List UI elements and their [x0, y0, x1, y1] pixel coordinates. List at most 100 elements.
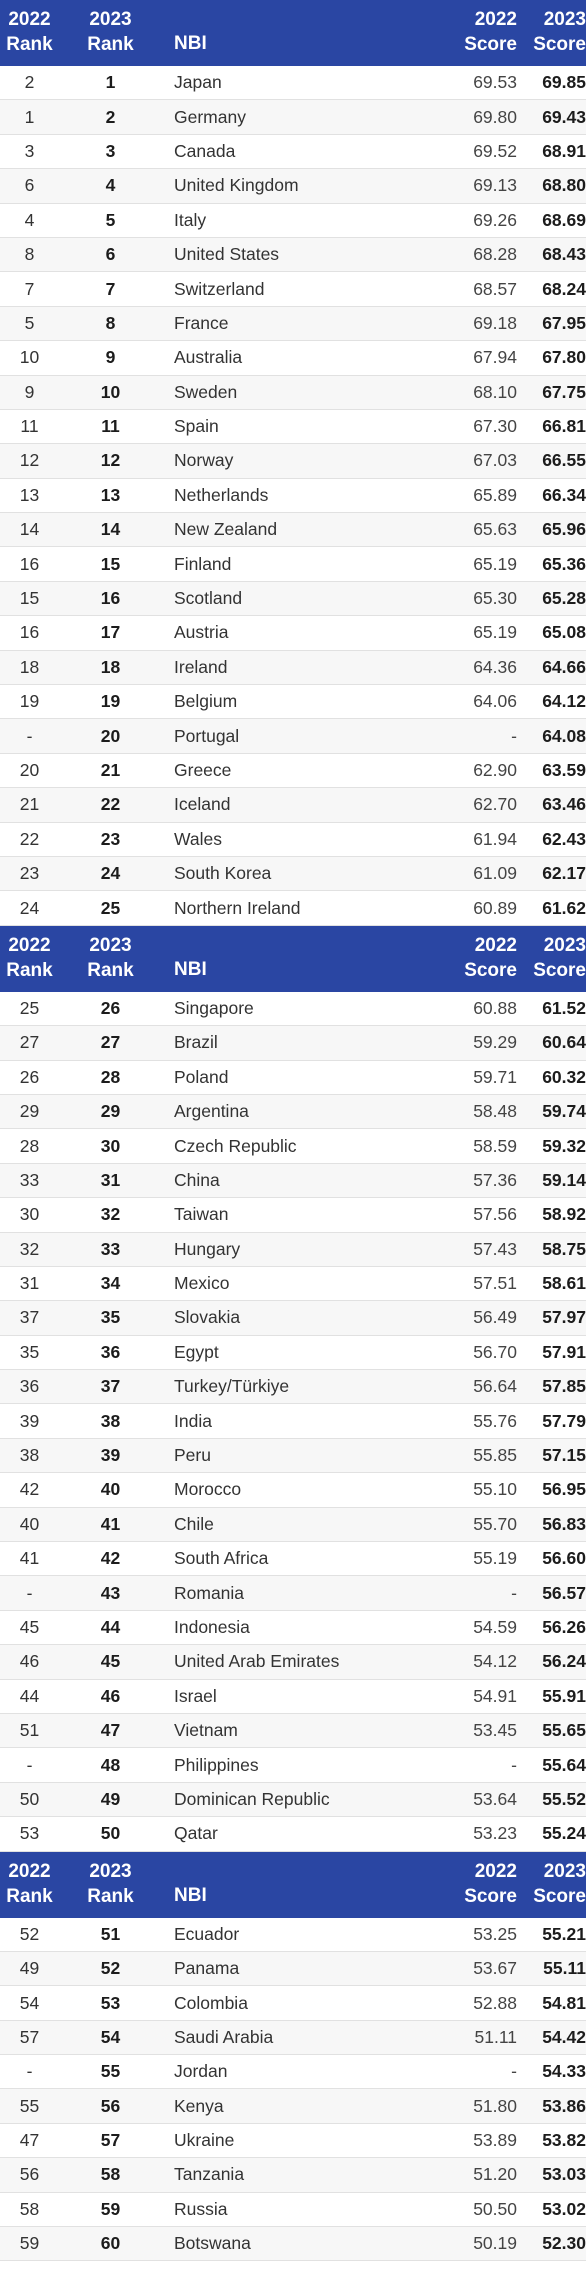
score-2022-cell: 62.70 [473, 794, 517, 815]
score-2022-cell: 51.11 [474, 2026, 518, 2047]
nation-name-cell: Hungary [174, 1238, 241, 1259]
rank-2023-cell: 48 [100, 1754, 121, 1775]
header-nbi-text: NBI [174, 1884, 207, 1906]
table-row: 52 51 Ecuador 53.25 55.21 [0, 1918, 586, 1952]
nation-name-cell: Ukraine [174, 2130, 235, 2151]
score-2023-cell: 59.74 [542, 1101, 586, 1122]
rank-2022-cell: 37 [19, 1307, 40, 1328]
rank-2022-cell: 36 [19, 1376, 40, 1397]
score-2022-cell: 67.03 [473, 450, 517, 471]
score-2023-cell: 54.81 [542, 1992, 586, 2013]
nation-name-cell: South Korea [174, 863, 272, 884]
rank-2023-cell: 16 [100, 588, 121, 609]
score-2022-cell: 58.59 [473, 1135, 517, 1156]
table-body: 2 1 Japan 69.53 69.85 1 2 Germany 69.80 69.43 3 3 Ca… [0, 66, 586, 926]
rank-2022-cell: 35 [19, 1341, 40, 1362]
table-row: 27 27 Brazil 59.29 60.64 [0, 1026, 586, 1061]
score-2022-cell: 54.12 [473, 1651, 517, 1672]
table-row: 6 4 United Kingdom 69.13 68.80 [0, 169, 586, 204]
nation-name-cell: Saudi Arabia [174, 2026, 274, 2047]
table-header: 2022 Rank 2023 Rank NBI 2022 Score 2023 Score [0, 0, 586, 66]
header-2023-rank-text: 2023 [89, 934, 132, 956]
nation-name-cell: Mexico [174, 1273, 230, 1294]
score-2023-cell: 69.85 [542, 72, 586, 93]
nation-name-cell: Colombia [174, 1992, 248, 2013]
nation-name-cell: Singapore [174, 997, 254, 1018]
rank-2022-cell: 20 [19, 760, 40, 780]
score-2022-cell: 55.76 [473, 1410, 517, 1431]
score-2023-cell: 63.59 [542, 760, 586, 780]
score-2022-cell: 60.88 [473, 997, 517, 1018]
table-row: 15 16 Scotland 65.30 65.28 [0, 581, 586, 617]
rank-2022-cell: 22 [19, 828, 40, 849]
nation-name-cell: Switzerland [174, 278, 265, 299]
rank-2023-cell: 19 [100, 691, 121, 712]
score-2023-cell: 68.24 [542, 278, 586, 299]
score-2023-cell: 62.43 [542, 828, 586, 849]
score-2022-cell: 58.48 [473, 1101, 517, 1122]
table-row: 31 34 Mexico 57.51 58.61 [0, 1267, 586, 1302]
score-2023-cell: 64.66 [542, 656, 586, 677]
rank-2022-cell: 58 [19, 2198, 40, 2219]
score-2022-cell: 55.85 [473, 1445, 517, 1466]
rank-2023-cell: 6 [105, 244, 116, 265]
score-2022-cell: 57.56 [473, 1204, 517, 1225]
table-section: 2022 Rank 2023 Rank NBI 2022 Score 2023 Score 52 5… [0, 1851, 586, 2262]
rank-2023-cell: 31 [100, 1169, 121, 1190]
nation-name-cell: Japan [174, 72, 222, 93]
table-row: 32 33 Hungary 57.43 58.75 [0, 1232, 586, 1267]
header-2023-rank-text: 2023 [89, 1860, 132, 1882]
table-row: - 43 Romania - 56.57 [0, 1576, 586, 1611]
score-2023-cell: 67.95 [542, 312, 586, 333]
score-2023-cell: 55.24 [542, 1823, 586, 1844]
header-2023-rank-text: 2023 [89, 9, 132, 30]
score-2023-cell: 65.08 [542, 622, 586, 643]
rank-2023-cell: 5 [105, 209, 116, 230]
table-row: 14 14 New Zealand 65.63 65.96 [0, 513, 586, 548]
header-2023-score-text: Score [533, 34, 586, 55]
nation-name-cell: Chile [174, 1513, 214, 1534]
rank-2022-cell: 49 [19, 1958, 40, 1979]
score-2022-cell: 53.25 [473, 1923, 517, 1944]
rank-2022-cell: 56 [19, 2164, 40, 2185]
rank-2022-cell: 52 [19, 1923, 40, 1944]
table-row: 11 11 Spain 67.30 66.81 [0, 410, 586, 445]
rank-2023-cell: 36 [100, 1341, 121, 1362]
nation-name-cell: Canada [174, 140, 236, 161]
table-row: 28 30 Czech Republic 58.59 59.32 [0, 1129, 586, 1164]
table-row: 29 29 Argentina 58.48 59.74 [0, 1094, 586, 1130]
nation-name-cell: Romania [174, 1582, 245, 1603]
score-2023-cell: 61.52 [542, 997, 586, 1018]
header-2022-rank-text: Rank [6, 1885, 53, 1907]
table-row: 30 32 Taiwan 57.56 58.92 [0, 1198, 586, 1233]
score-2023-cell: 65.96 [542, 519, 586, 540]
rank-2023-cell: 15 [100, 553, 121, 574]
score-2022-cell: 57.51 [473, 1273, 517, 1294]
nation-name-cell: New Zealand [174, 519, 278, 540]
nation-name-cell: United Kingdom [174, 175, 299, 196]
header-2023-score: 2023 Score [517, 1859, 586, 1909]
rank-2023-cell: 28 [100, 1066, 121, 1087]
nation-name-cell: Qatar [174, 1823, 218, 1844]
header-2022-score: 2022 Score [438, 933, 517, 983]
nation-name-cell: Egypt [174, 1341, 219, 1362]
rank-2023-cell: 11 [101, 416, 120, 437]
table-row: 16 17 Austria 65.19 65.08 [0, 616, 586, 651]
rank-2023-cell: 18 [100, 656, 121, 677]
rank-2023-cell: 24 [100, 863, 121, 884]
score-2022-cell: 68.10 [473, 381, 517, 402]
score-2023-cell: 65.28 [542, 588, 586, 609]
score-2023-cell: 54.42 [542, 2026, 586, 2047]
rank-2023-cell: 23 [100, 828, 121, 849]
rank-2022-cell: 45 [19, 1616, 40, 1637]
score-2022-cell: 53.45 [473, 1720, 517, 1741]
header-2022-score-text: Score [464, 34, 517, 55]
rank-2023-cell: 59 [100, 2198, 121, 2219]
rank-2022-cell: 2 [24, 72, 35, 93]
score-2023-cell: 66.81 [542, 416, 586, 437]
rank-2022-cell: 24 [19, 897, 40, 918]
score-2023-cell: 69.43 [542, 106, 586, 127]
rank-2023-cell: 52 [100, 1958, 121, 1979]
rank-2022-cell: 40 [19, 1513, 40, 1534]
score-2023-cell: 68.69 [542, 209, 586, 230]
